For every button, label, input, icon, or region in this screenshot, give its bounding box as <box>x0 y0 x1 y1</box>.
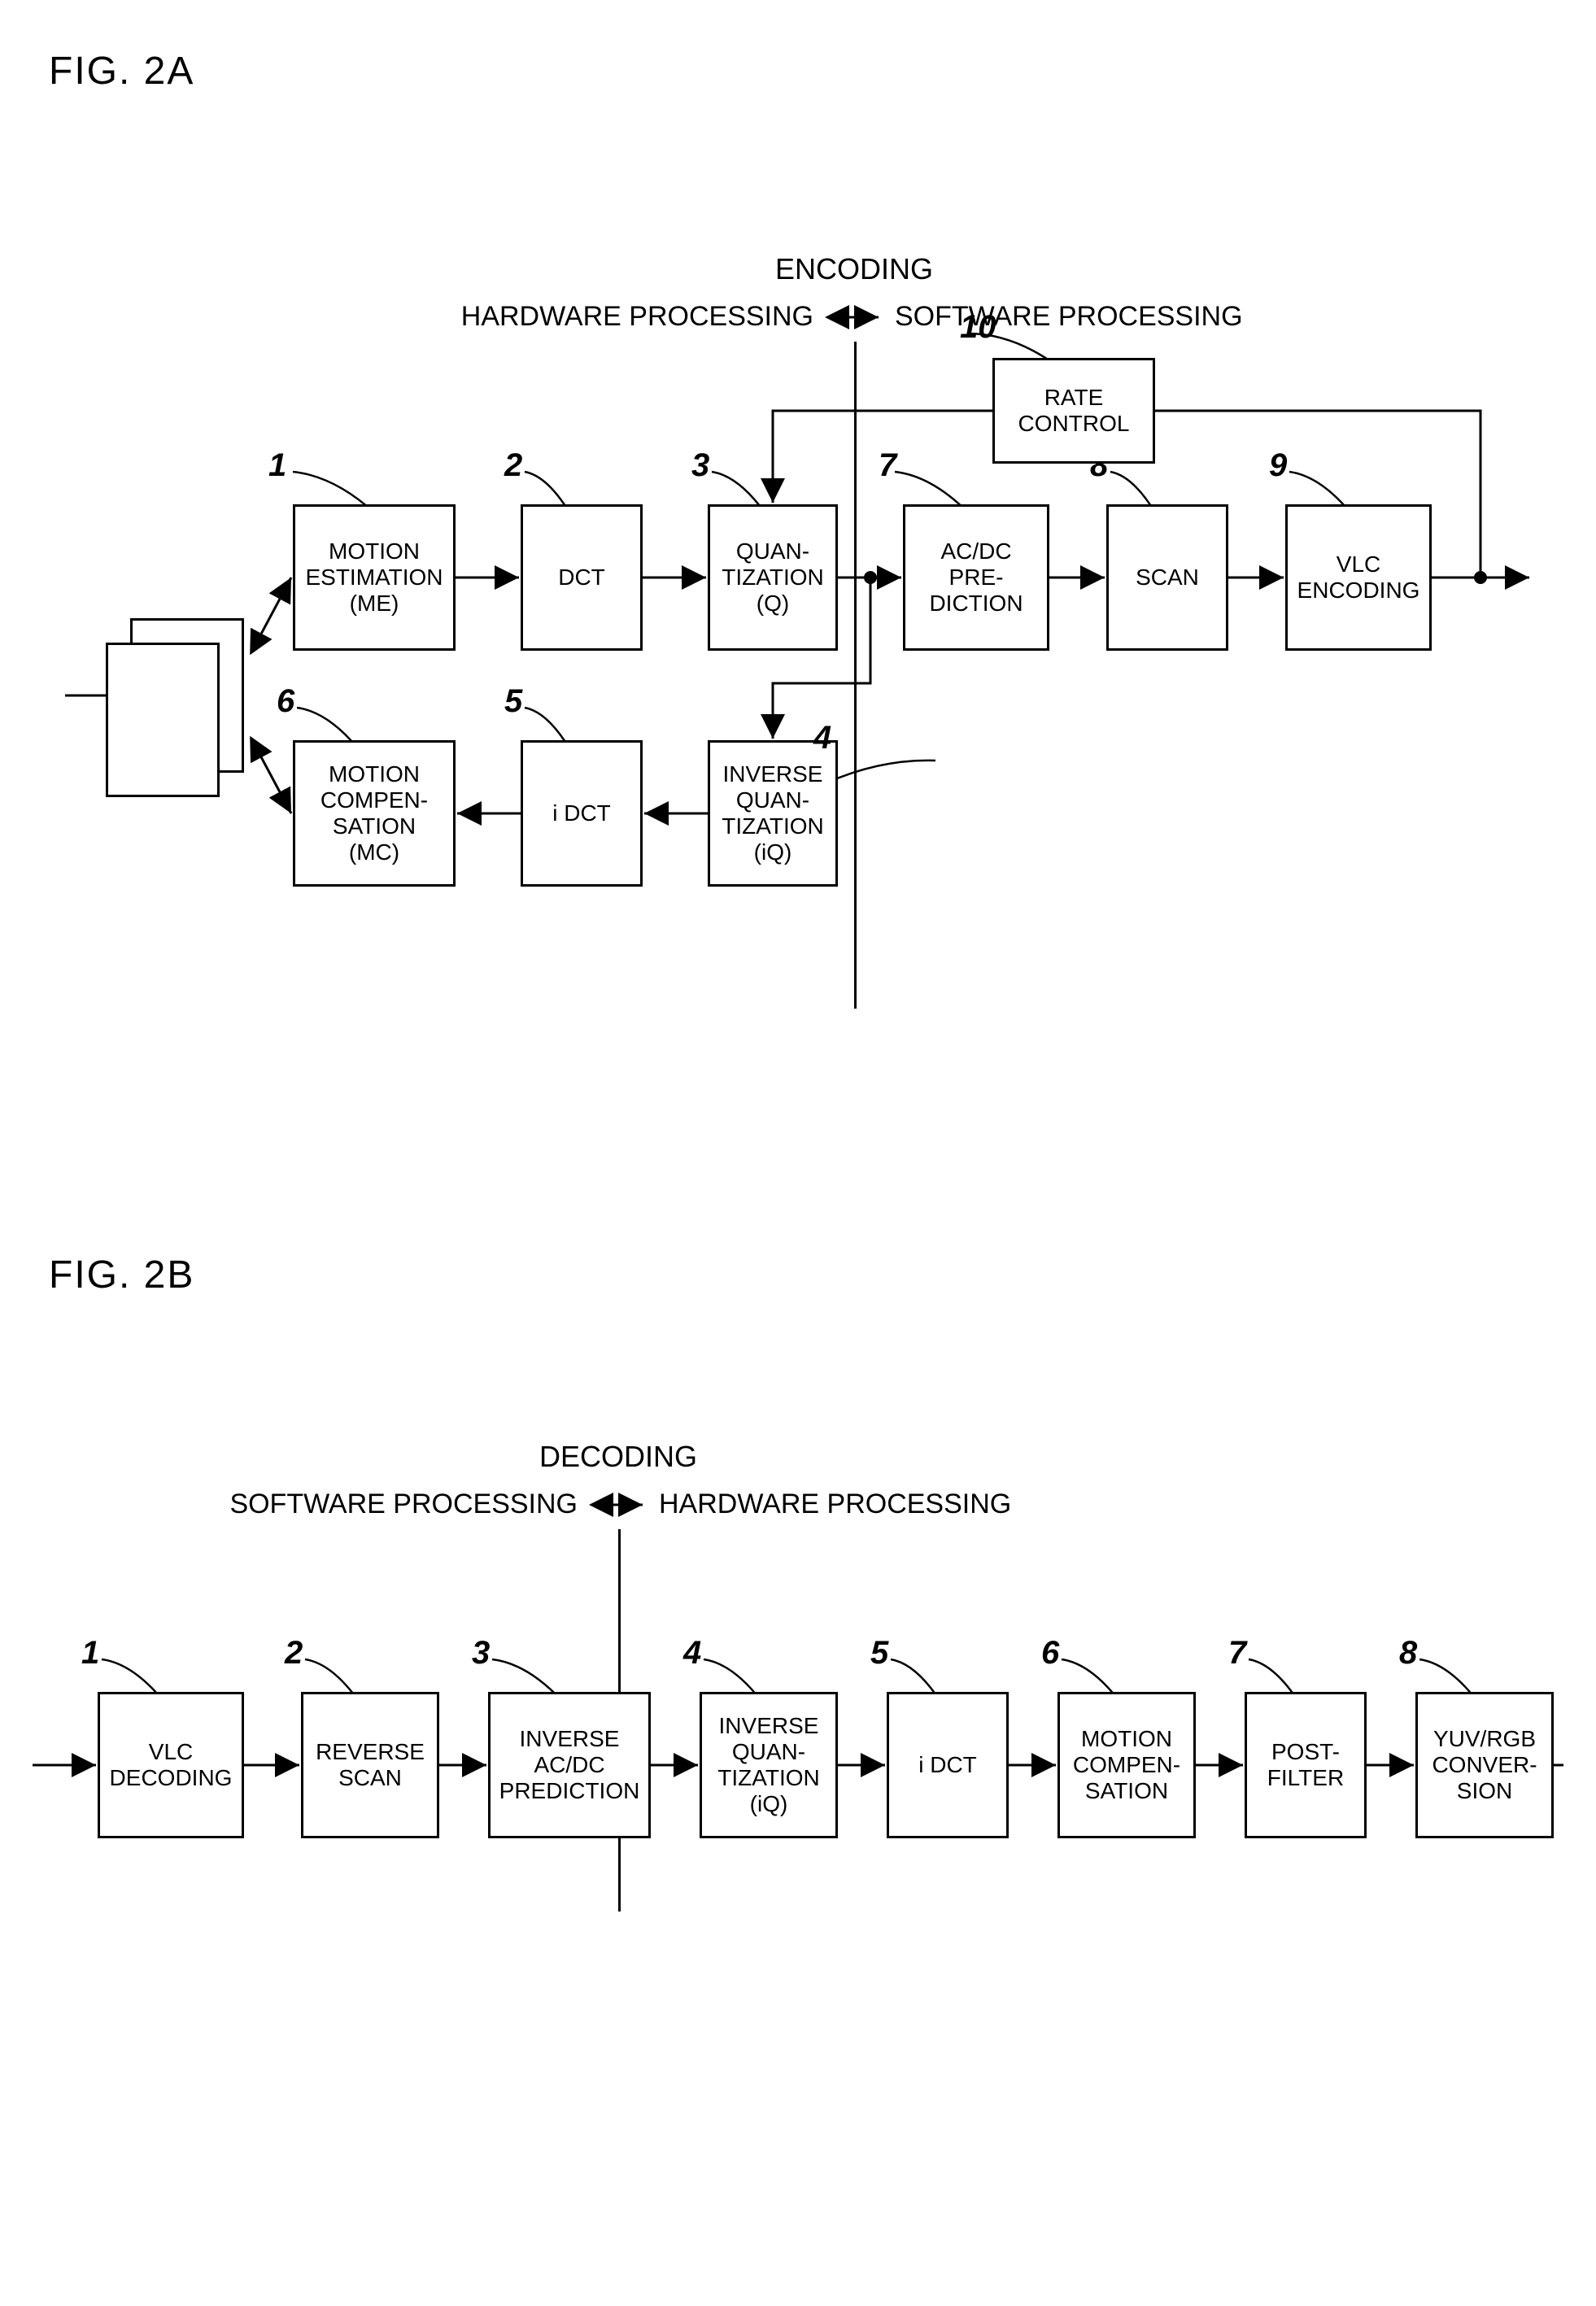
block-num-b6: 6 <box>277 683 294 720</box>
block-text-line: TIZATION <box>717 1765 819 1791</box>
diagram-overlay <box>33 33 1563 2273</box>
block-text-line: AC/DC <box>940 538 1011 565</box>
block-text-line: DECODING <box>110 1765 233 1791</box>
block-b2: REVERSESCAN <box>301 1692 439 1838</box>
block-b1: VLCDECODING <box>98 1692 244 1838</box>
block-b9: VLCENCODING <box>1285 504 1432 651</box>
right-proc-label: HARDWARE PROCESSING <box>659 1489 1011 1520</box>
block-text-line: YUV/RGB <box>1433 1726 1536 1752</box>
block-text-line: (ME) <box>350 591 399 617</box>
block-num-b4: 4 <box>683 1635 701 1672</box>
section-title: DECODING <box>521 1440 716 1474</box>
block-b8: YUV/RGBCONVER-SION <box>1415 1692 1554 1838</box>
fig-2b-label: FIG. 2B <box>49 1253 194 1297</box>
block-num-b1: 1 <box>81 1635 99 1672</box>
block-num-b9: 9 <box>1269 447 1287 484</box>
block-text-line: SCAN <box>338 1765 402 1791</box>
block-text-line: PREDICTION <box>499 1778 640 1804</box>
block-text-line: i DCT <box>552 800 611 826</box>
block-text-line: (iQ) <box>750 1791 788 1817</box>
input-frames <box>106 618 252 805</box>
block-text-line: ENCODING <box>1297 578 1420 604</box>
block-text-line: PRE- <box>949 565 1004 591</box>
block-b5: i DCT <box>521 740 643 887</box>
block-text-line: QUAN- <box>736 538 809 565</box>
block-num-b4: 4 <box>813 720 831 756</box>
block-num-b7: 7 <box>1228 1635 1246 1672</box>
block-text-line: i DCT <box>918 1752 977 1778</box>
block-num-b5: 5 <box>870 1635 888 1672</box>
fig-2a-label: FIG. 2A <box>49 49 194 94</box>
block-text-line: (Q) <box>757 591 789 617</box>
divider <box>854 342 857 1009</box>
block-b5: i DCT <box>887 1692 1009 1838</box>
block-num-b1: 1 <box>268 447 286 484</box>
block-text-line: COMPEN- <box>1073 1752 1180 1778</box>
block-text-line: CONTROL <box>1018 411 1130 437</box>
block-b4: INVERSEQUAN-TIZATION(iQ) <box>700 1692 838 1838</box>
block-num-b7: 7 <box>879 447 896 484</box>
block-num-b2: 2 <box>285 1635 303 1672</box>
block-text-line: INVERSE <box>719 1713 819 1739</box>
block-num-b3: 3 <box>691 447 709 484</box>
block-text-line: TIZATION <box>722 813 823 839</box>
block-text-line: (MC) <box>349 839 399 865</box>
block-b7: POST-FILTER <box>1245 1692 1367 1838</box>
block-text-line: REVERSE <box>316 1739 425 1765</box>
block-text-line: RATE <box>1044 385 1104 411</box>
block-text-line: DICTION <box>929 591 1023 617</box>
block-text-line: VLC <box>149 1739 193 1765</box>
block-num-b3: 3 <box>472 1635 490 1672</box>
block-b4: INVERSEQUAN-TIZATION(iQ) <box>708 740 838 887</box>
block-b6: MOTIONCOMPEN-SATION(MC) <box>293 740 456 887</box>
block-text-line: ESTIMATION <box>305 565 443 591</box>
block-text-line: POST- <box>1271 1739 1340 1765</box>
block-b3: INVERSEAC/DCPREDICTION <box>488 1692 651 1838</box>
block-text-line: INVERSE <box>723 761 823 787</box>
left-proc-label: SOFTWARE PROCESSING <box>229 1489 578 1520</box>
block-b1: MOTIONESTIMATION(ME) <box>293 504 456 651</box>
frame-front <box>106 643 220 797</box>
block-num-b6: 6 <box>1041 1635 1059 1672</box>
section-title: ENCODING <box>757 252 952 286</box>
block-text-line: CONVER- <box>1432 1752 1537 1778</box>
block-text-line: INVERSE <box>520 1726 620 1752</box>
block-text-line: SATION <box>333 813 416 839</box>
block-text-line: MOTION <box>329 538 420 565</box>
block-text-line: DCT <box>558 565 605 591</box>
block-text-line: SCAN <box>1136 565 1199 591</box>
block-text-line: (iQ) <box>754 839 792 865</box>
block-b10: RATECONTROL <box>992 358 1155 464</box>
block-text-line: QUAN- <box>736 787 809 813</box>
block-num-b8: 8 <box>1399 1635 1417 1672</box>
block-b7: AC/DCPRE-DICTION <box>903 504 1049 651</box>
block-text-line: FILTER <box>1267 1765 1344 1791</box>
block-b6: MOTIONCOMPEN-SATION <box>1057 1692 1196 1838</box>
block-text-line: VLC <box>1337 551 1380 578</box>
block-text-line: AC/DC <box>534 1752 604 1778</box>
block-text-line: SION <box>1457 1778 1512 1804</box>
block-text-line: MOTION <box>329 761 420 787</box>
block-num-b10: 10 <box>960 309 996 346</box>
block-text-line: TIZATION <box>722 565 823 591</box>
block-b3: QUAN-TIZATION(Q) <box>708 504 838 651</box>
block-text-line: QUAN- <box>732 1739 805 1765</box>
block-text-line: MOTION <box>1081 1726 1172 1752</box>
block-num-b5: 5 <box>504 683 522 720</box>
block-b2: DCT <box>521 504 643 651</box>
block-num-b2: 2 <box>504 447 522 484</box>
block-text-line: SATION <box>1085 1778 1168 1804</box>
block-text-line: COMPEN- <box>321 787 428 813</box>
block-b8: SCAN <box>1106 504 1228 651</box>
left-proc-label: HARDWARE PROCESSING <box>461 301 813 333</box>
right-proc-label: SOFTWARE PROCESSING <box>895 301 1243 333</box>
